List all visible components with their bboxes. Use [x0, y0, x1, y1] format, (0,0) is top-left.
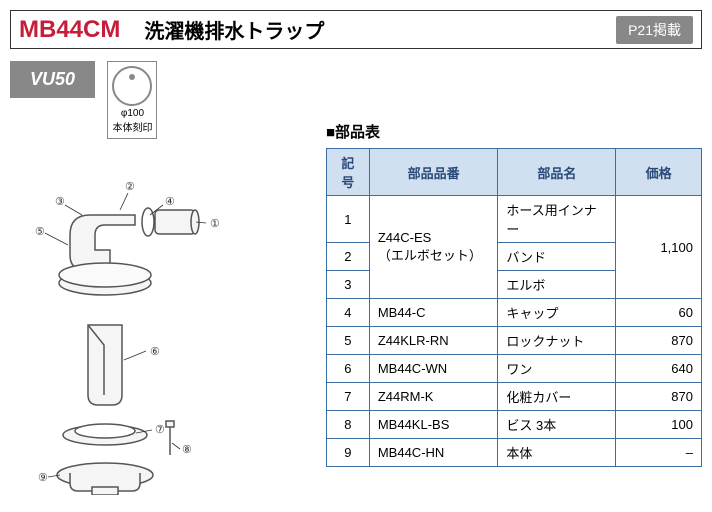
table-row: 9MB44C-HN本体– — [327, 439, 702, 467]
stamp-circle-icon — [112, 66, 152, 106]
col-code: 部品品番 — [369, 149, 498, 196]
table-row: 4MB44-Cキャップ60 — [327, 299, 702, 327]
cell-code: MB44C-WN — [369, 355, 498, 383]
right-column: ■部品表 記号 部品品番 部品名 価格 1Z44C-ES（エルボセット）ホース用… — [326, 61, 702, 500]
cell-num: 4 — [327, 299, 370, 327]
callout-5: ⑤ — [35, 226, 45, 238]
variant-badge: VU50 — [10, 61, 95, 98]
left-column: VU50 φ100 本体刻印 — [10, 61, 310, 500]
stamp-label: 本体刻印 — [112, 119, 152, 134]
table-row: 1Z44C-ES（エルボセット）ホース用インナー1,100 — [327, 196, 702, 243]
cell-num: 1 — [327, 196, 370, 243]
cell-code: MB44KL-BS — [369, 411, 498, 439]
callout-6: ⑥ — [150, 346, 160, 358]
cell-num: 8 — [327, 411, 370, 439]
cell-name: ロックナット — [498, 327, 616, 355]
cell-name: 本体 — [498, 439, 616, 467]
exploded-diagram: ① ② ③ ④ ⑤ ⑥ ⑦ ⑧ ⑨ — [10, 155, 310, 500]
cell-num: 2 — [327, 243, 370, 271]
cell-num: 3 — [327, 271, 370, 299]
callout-3: ③ — [55, 196, 65, 208]
col-name: 部品名 — [498, 149, 616, 196]
cell-name: キャップ — [498, 299, 616, 327]
cell-price: 640 — [616, 355, 702, 383]
cell-name: ビス 3本 — [498, 411, 616, 439]
parts-table-title: ■部品表 — [326, 121, 702, 142]
cell-name: バンド — [498, 243, 616, 271]
callout-7: ⑦ — [155, 424, 165, 436]
cell-code: MB44C-HN — [369, 439, 498, 467]
cell-price: 60 — [616, 299, 702, 327]
parts-table: 記号 部品品番 部品名 価格 1Z44C-ES（エルボセット）ホース用インナー1… — [326, 148, 702, 467]
cell-price: 1,100 — [616, 196, 702, 299]
col-num: 記号 — [327, 149, 370, 196]
callout-1: ① — [210, 218, 220, 230]
cell-num: 9 — [327, 439, 370, 467]
cell-num: 7 — [327, 383, 370, 411]
table-row: 8MB44KL-BSビス 3本100 — [327, 411, 702, 439]
cell-code: MB44-C — [369, 299, 498, 327]
cell-name: 化粧カバー — [498, 383, 616, 411]
cell-name: ホース用インナー — [498, 196, 616, 243]
col-price: 価格 — [616, 149, 702, 196]
cell-price: – — [616, 439, 702, 467]
cell-code: Z44RM-K — [369, 383, 498, 411]
product-name: 洗濯機排水トラップ — [144, 15, 616, 44]
stamp-box: φ100 本体刻印 — [107, 61, 157, 139]
cell-name: ワン — [498, 355, 616, 383]
callout-8: ⑧ — [182, 444, 192, 456]
table-row: 7Z44RM-K化粧カバー870 — [327, 383, 702, 411]
callout-2: ② — [125, 181, 135, 193]
product-code: MB44CM — [19, 16, 120, 44]
cell-num: 6 — [327, 355, 370, 383]
content-row: VU50 φ100 本体刻印 — [10, 61, 702, 500]
table-header-row: 記号 部品品番 部品名 価格 — [327, 149, 702, 196]
page-reference-badge: P21掲載 — [616, 16, 693, 44]
cell-price: 870 — [616, 327, 702, 355]
cell-num: 5 — [327, 327, 370, 355]
cell-name: エルボ — [498, 271, 616, 299]
cell-code: Z44KLR-RN — [369, 327, 498, 355]
cell-price: 100 — [616, 411, 702, 439]
stamp-diameter: φ100 — [112, 108, 152, 119]
callout-4: ④ — [165, 196, 175, 208]
cell-price: 870 — [616, 383, 702, 411]
callout-9: ⑨ — [38, 472, 48, 484]
table-row: 5Z44KLR-RNロックナット870 — [327, 327, 702, 355]
cell-code: Z44C-ES（エルボセット） — [369, 196, 498, 299]
table-row: 6MB44C-WNワン640 — [327, 355, 702, 383]
header-row: MB44CM 洗濯機排水トラップ P21掲載 — [10, 10, 702, 49]
